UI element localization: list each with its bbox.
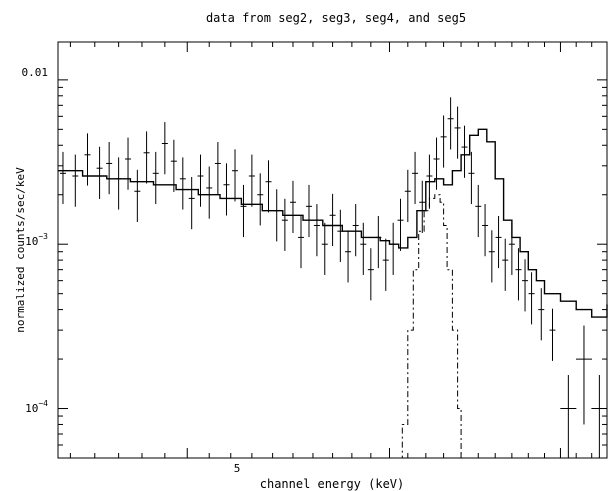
plot-frame (57, 41, 608, 459)
data-point (96, 146, 103, 199)
data-point (298, 215, 305, 269)
y-tick-label-1e-4: 10−4 (25, 399, 48, 415)
data-point (223, 163, 230, 216)
data-point (375, 215, 382, 269)
data-point (115, 157, 122, 210)
model-total-line (58, 128, 608, 318)
data-point (179, 157, 186, 210)
y-axis-label: normalized counts/sec/keV (14, 167, 27, 333)
data-point (240, 184, 247, 238)
data-point (134, 169, 141, 222)
data-point (106, 142, 113, 195)
y-tick-label-001: 0.01 (22, 66, 49, 79)
data-point (345, 230, 352, 283)
data-point (390, 222, 397, 275)
model-line-component (398, 194, 470, 459)
data-point (447, 97, 454, 150)
data-point (482, 204, 489, 257)
data-point (214, 142, 221, 195)
data-point (59, 151, 66, 205)
data-point (197, 154, 204, 207)
data-point (329, 193, 336, 247)
data-point (522, 259, 529, 312)
data-point (305, 184, 312, 238)
data-point (313, 204, 320, 257)
data-point (143, 131, 150, 184)
data-point (560, 374, 577, 458)
data-point (461, 125, 468, 178)
data-point (273, 189, 280, 242)
data-point (538, 288, 545, 341)
data-point (248, 154, 255, 207)
data-point (440, 115, 447, 168)
data-point (591, 374, 608, 458)
data-point (232, 149, 239, 202)
data-point (206, 166, 213, 219)
data-point (360, 222, 367, 275)
data-point (454, 106, 461, 159)
data-point (475, 184, 482, 238)
data-point (188, 176, 195, 230)
data-point (382, 238, 389, 291)
data-point (549, 308, 556, 361)
data-point (502, 238, 509, 291)
data-point (495, 215, 502, 269)
data-point (528, 272, 535, 325)
data-point (170, 139, 177, 192)
data-point (265, 160, 272, 213)
axis-ticks (58, 42, 608, 459)
y-tick-label-1e-3: 10−3 (25, 232, 48, 248)
data-point (468, 151, 475, 205)
data-point (281, 198, 288, 251)
data-point (84, 133, 91, 186)
data-point (289, 180, 296, 233)
data-point (419, 180, 426, 233)
data-point (337, 209, 344, 262)
data-point (488, 230, 495, 283)
data-point (397, 198, 404, 251)
data-point (72, 154, 79, 207)
data-point (321, 222, 328, 275)
data-point (161, 122, 168, 175)
chart-title: data from seg2, seg3, seg4, and seg5 (206, 11, 466, 25)
data-errorbars (59, 97, 608, 458)
data-point (575, 325, 592, 425)
data-point (125, 137, 132, 190)
data-point (352, 204, 359, 257)
data-point (433, 137, 440, 190)
data-point (412, 151, 419, 205)
data-point (152, 151, 159, 205)
data-point (257, 173, 264, 226)
x-tick-label-5: 5 (234, 462, 241, 475)
x-axis-label: channel energy (keV) (260, 477, 405, 491)
data-point (367, 248, 374, 301)
data-point (404, 169, 411, 222)
data-point (515, 248, 522, 301)
